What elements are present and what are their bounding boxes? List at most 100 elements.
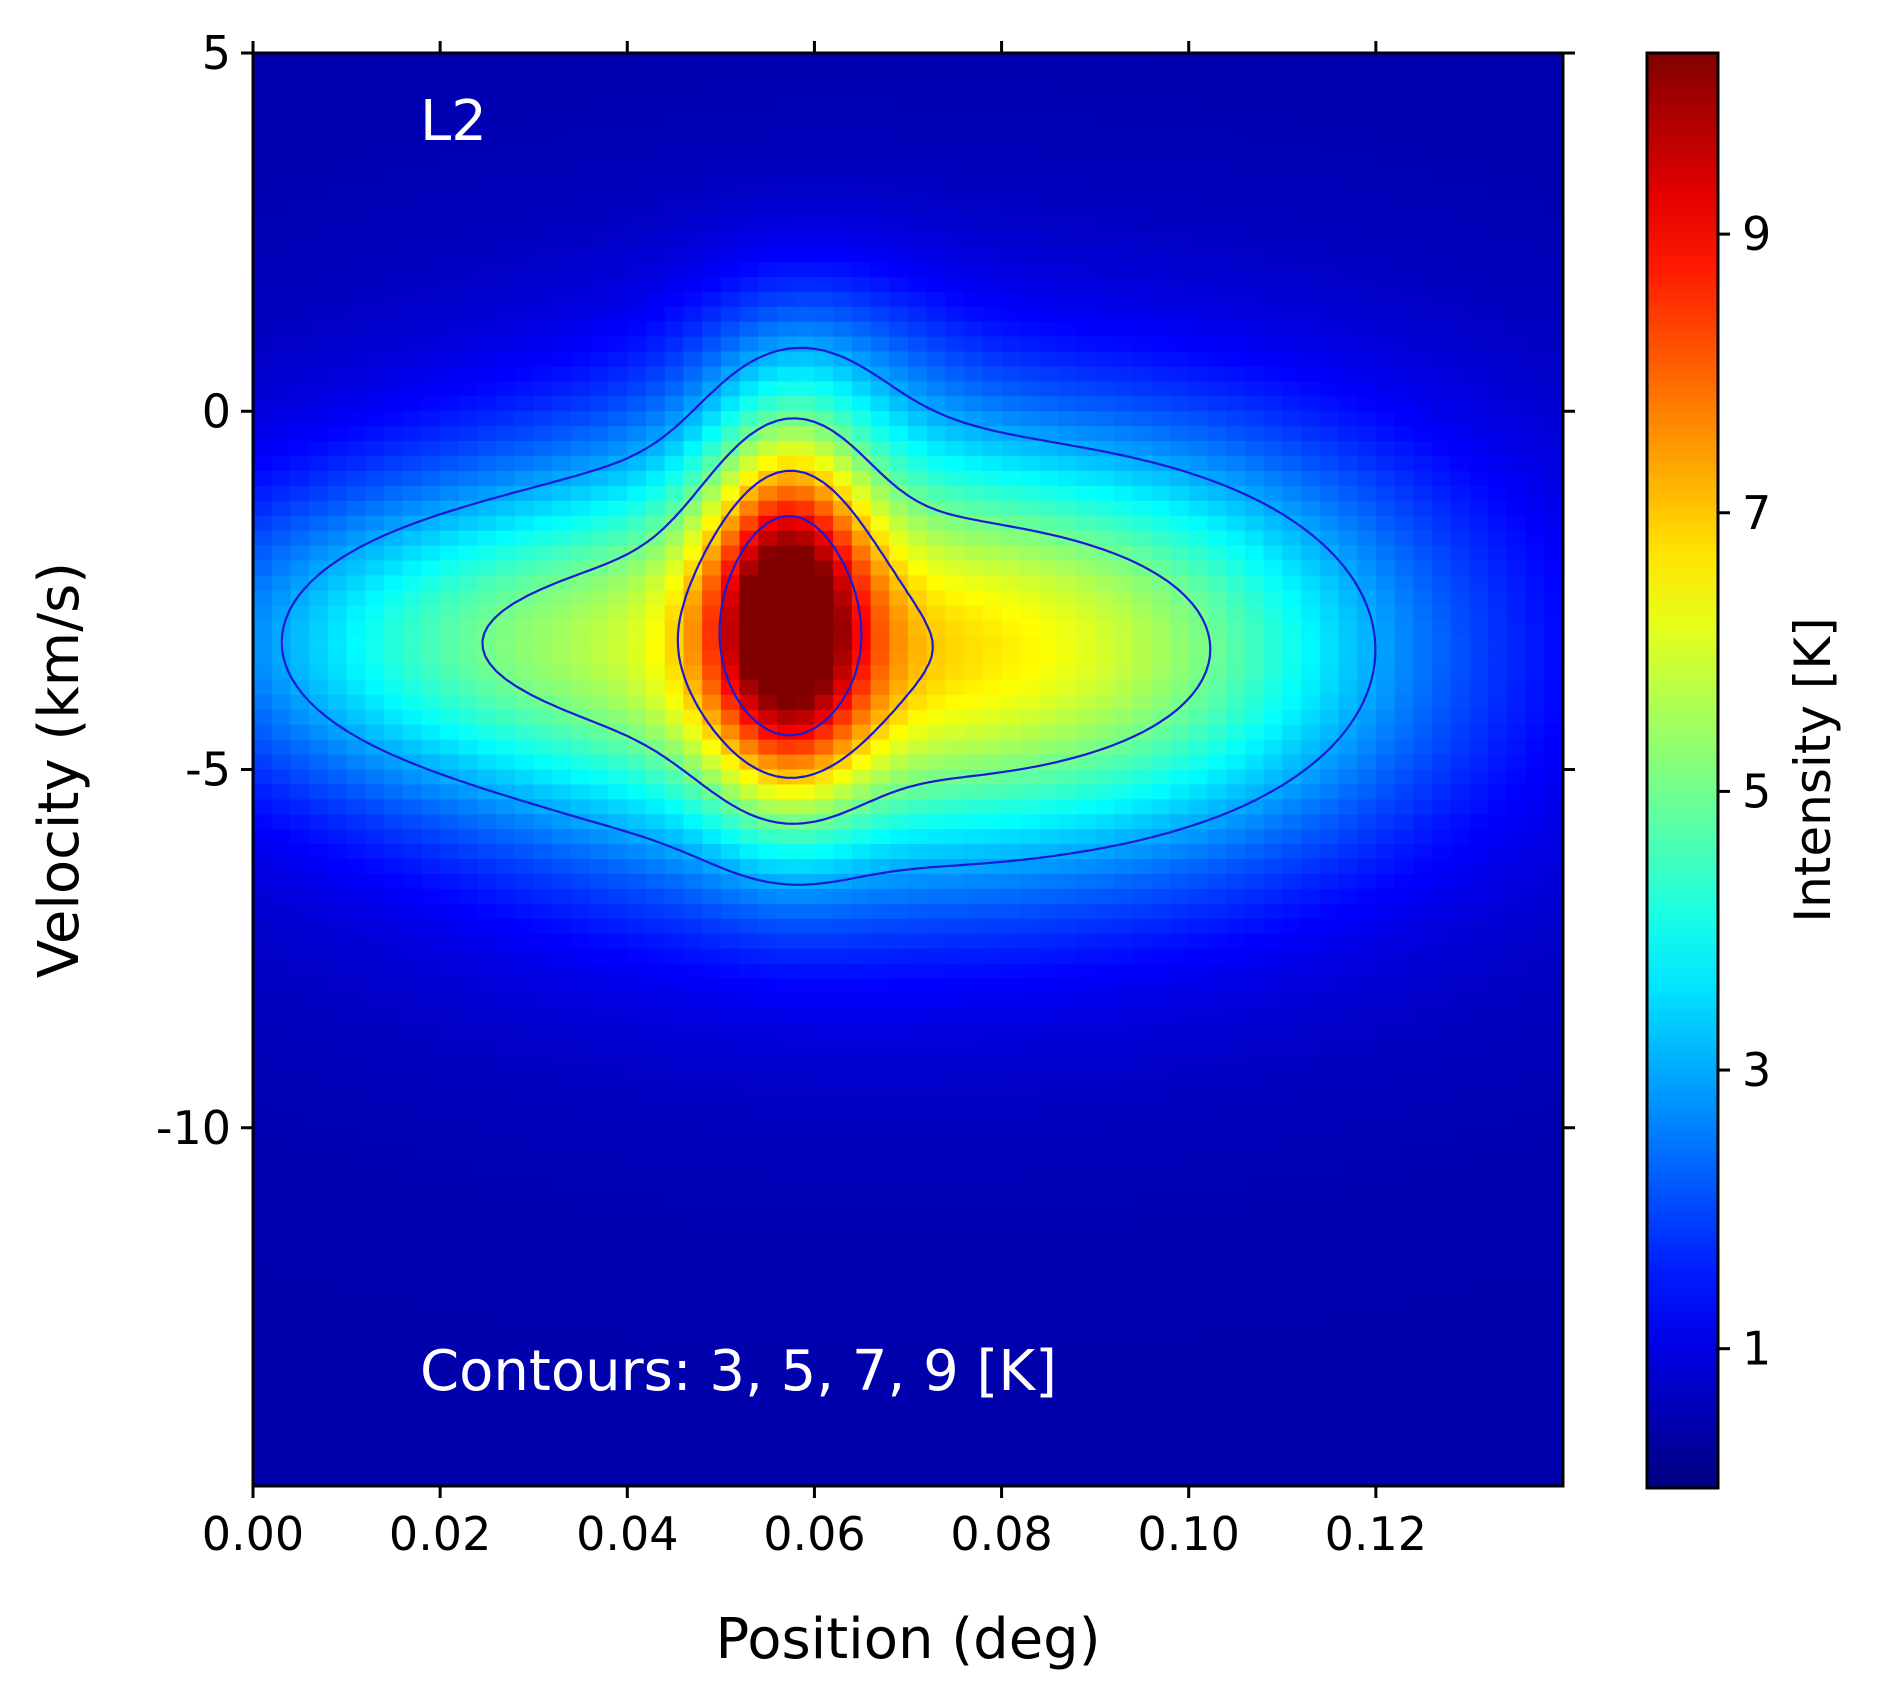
heatmap-cell (496, 291, 516, 308)
heatmap-cell (627, 918, 647, 935)
heatmap-cell (1151, 426, 1171, 442)
heatmap-cell (440, 112, 460, 129)
heatmap-cell (1207, 769, 1227, 786)
heatmap-cell (720, 441, 741, 457)
heatmap-cell (309, 396, 329, 412)
heatmap-cell (1132, 426, 1152, 442)
heatmap-cell (683, 739, 703, 756)
heatmap-cell (1151, 933, 1171, 950)
heatmap-cell (814, 217, 834, 233)
heatmap-cell (421, 172, 441, 188)
heatmap-cell (440, 799, 460, 815)
heatmap-cell (1282, 590, 1302, 606)
heatmap-cell (1039, 799, 1059, 815)
heatmap-cell (327, 993, 348, 1009)
heatmap-cell (627, 470, 647, 487)
heatmap-cell (982, 978, 1003, 995)
heatmap-cell (683, 411, 703, 427)
heatmap-cell (421, 336, 441, 353)
heatmap-cell (1039, 665, 1059, 681)
heatmap-cell (739, 172, 759, 188)
heatmap-cell (552, 888, 572, 905)
heatmap-cell (1319, 903, 1340, 920)
heatmap-cell (1132, 1023, 1152, 1039)
heatmap-cell (365, 575, 385, 591)
heatmap-cell (496, 381, 516, 397)
heatmap-cell (515, 829, 535, 845)
heatmap-cell (683, 127, 703, 144)
heatmap-cell (1413, 769, 1433, 786)
heatmap-cell (1151, 605, 1171, 621)
heatmap-cell (964, 739, 984, 756)
heatmap-cell (1207, 1053, 1227, 1069)
heatmap-cell (608, 620, 628, 636)
heatmap-cell (533, 142, 554, 159)
heatmap-cell (271, 650, 292, 666)
heatmap-cell (1039, 635, 1059, 651)
heatmap-cell (702, 650, 722, 666)
heatmap-cell (795, 247, 816, 263)
heatmap-cell (664, 1008, 685, 1024)
heatmap-cell (1057, 321, 1078, 338)
heatmap-cell (533, 217, 554, 233)
heatmap-cell (552, 709, 572, 726)
heatmap-cell (1432, 545, 1452, 562)
heatmap-cell (1506, 620, 1527, 636)
heatmap-cell (533, 739, 554, 756)
heatmap-cell (1488, 859, 1508, 875)
heatmap-cell (1488, 202, 1508, 218)
heatmap-cell (1375, 261, 1396, 278)
heatmap-cell (1076, 650, 1096, 666)
heatmap-cell (1432, 575, 1452, 591)
heatmap-cell (1544, 411, 1564, 427)
heatmap-cell (440, 1082, 460, 1099)
heatmap-cell (964, 261, 984, 278)
heatmap-cell (477, 963, 497, 980)
heatmap-cell (1450, 97, 1471, 114)
heatmap-cell (833, 441, 853, 457)
heatmap-cell (833, 903, 853, 920)
heatmap-cell (253, 426, 273, 442)
heatmap-cell (1244, 232, 1265, 248)
heatmap-cell (421, 411, 441, 427)
heatmap-cell (421, 291, 441, 308)
heatmap-cell (1319, 1082, 1340, 1099)
heatmap-cell (1057, 366, 1078, 382)
heatmap-cell (795, 1053, 816, 1069)
heatmap-cell (1301, 247, 1321, 263)
heatmap-cell (365, 396, 385, 412)
heatmap-cell (346, 769, 366, 786)
heatmap-cell (1263, 575, 1283, 591)
heatmap-cell (589, 530, 610, 547)
heatmap-cell (1469, 127, 1489, 144)
heatmap-cell (814, 739, 834, 756)
heatmap-cell (1375, 844, 1396, 860)
heatmap-cell (1301, 978, 1321, 995)
heatmap-cell (1488, 97, 1508, 114)
heatmap-cell (290, 948, 310, 965)
heatmap-cell (271, 441, 292, 457)
heatmap-cell (1170, 948, 1190, 965)
heatmap-cell (664, 918, 685, 935)
heatmap-cell (851, 1038, 872, 1054)
heatmap-cell (926, 217, 947, 233)
heatmap-cell (627, 545, 647, 562)
heatmap-cell (1319, 724, 1340, 741)
heatmap-cell (889, 396, 909, 412)
heatmap-cell (421, 441, 441, 457)
heatmap-cell (739, 261, 759, 278)
heatmap-cell (1244, 127, 1265, 144)
heatmap-cell (346, 739, 366, 756)
heatmap-cell (271, 485, 292, 502)
heatmap-cell (496, 485, 516, 502)
heatmap-cell (1282, 306, 1302, 323)
heatmap-cell (1432, 1008, 1452, 1024)
heatmap-cell (1375, 112, 1396, 129)
heatmap-cell (702, 918, 722, 935)
heatmap-cell (851, 679, 872, 696)
heatmap-cell (365, 1053, 385, 1069)
heatmap-cell (1001, 142, 1021, 159)
heatmap-cell (795, 217, 816, 233)
heatmap-cell (1357, 306, 1377, 323)
heatmap-cell (1375, 500, 1396, 517)
